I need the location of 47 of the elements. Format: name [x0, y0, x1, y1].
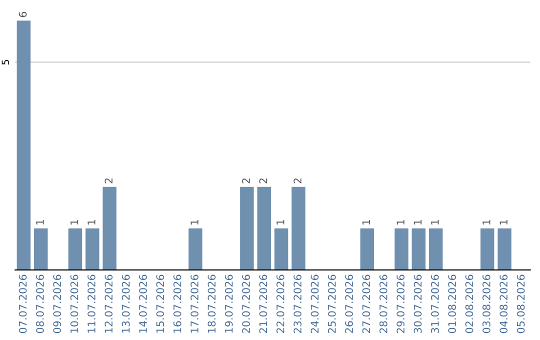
x-tick-label: 20.07.2026 [242, 274, 250, 334]
x-tick-label: 18.07.2026 [208, 274, 216, 333]
x-tick-label: 31.07.2026 [430, 274, 439, 333]
data-label: 1 [414, 220, 422, 224]
x-tick-label: 10.07.2026 [70, 274, 78, 333]
x-tick-label: 29.07.2026 [396, 274, 405, 334]
data-label: 2 [242, 178, 250, 184]
x-tick-label: 15.07.2026 [156, 274, 164, 333]
x-tick-label: 09.07.2026 [53, 274, 62, 334]
x-tick-label: 01.08.2026 [448, 274, 456, 334]
x-tick-label: 05.08.2026 [516, 274, 525, 334]
x-tick-label: 11.07.2026 [88, 274, 96, 333]
x-tick-label: 19.07.2026 [224, 274, 233, 333]
data-label: 1 [431, 220, 439, 224]
x-tick-label: 22.07.2026 [276, 274, 284, 334]
x-tick-label: 26.07.2026 [345, 274, 353, 334]
x-tick-label: 12.07.2026 [104, 274, 113, 333]
x-tick-label: 14.07.2026 [139, 274, 147, 333]
x-tick-label: 17.07.2026 [190, 274, 198, 333]
x-tick-label: 24.07.2026 [310, 274, 319, 334]
x-tick-label: 08.07.2026 [36, 274, 44, 334]
data-label: 1 [362, 220, 370, 224]
x-tick-label: 21.07.2026 [259, 274, 268, 334]
x-tick-label: 13.07.2026 [122, 274, 130, 333]
x-tick-label: 16.07.2026 [173, 274, 182, 333]
data-label: 1 [482, 220, 490, 224]
data-label: 2 [294, 178, 302, 184]
x-tick-label: 30.07.2026 [414, 274, 422, 333]
data-label: 1 [70, 220, 78, 224]
x-tick-label: 28.07.2026 [379, 274, 388, 334]
x-tick-label: 23.07.2026 [294, 274, 302, 334]
data-label: 2 [259, 178, 267, 184]
x-tick-label: 25.07.2026 [328, 274, 336, 334]
data-label: 1 [36, 220, 44, 224]
data-label: 1 [88, 220, 96, 224]
data-label: 1 [276, 220, 284, 224]
data-label: 2 [104, 178, 112, 184]
data-label: 1 [500, 220, 508, 224]
ref-line-label: 5 [2, 60, 10, 65]
x-tick-label: 07.07.2026 [18, 274, 27, 334]
x-tick-label: 03.08.2026 [482, 274, 490, 334]
x-tick-label: 27.07.2026 [362, 274, 370, 334]
x-tick-label: 02.08.2026 [465, 274, 474, 334]
data-label: 1 [396, 220, 404, 224]
data-label: 1 [190, 220, 198, 224]
x-tick-label: 04.08.2026 [500, 274, 508, 334]
data-label: 6 [18, 12, 27, 18]
